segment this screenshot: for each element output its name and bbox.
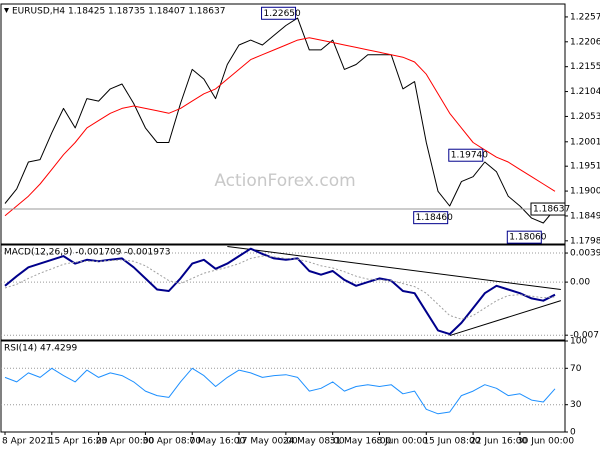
x-tick-label: 15 Jun 08:00 [423,437,480,447]
annotation-box [261,6,297,20]
y-tick-label: 1.20535 [570,112,600,122]
y-tick-label: 0.00 [570,278,590,288]
y-tick-label: 1.22575 [570,12,600,22]
annotation-box [448,148,484,162]
panel-frame [0,3,566,245]
panel-title: MACD(12,26,9) -0.001709 -0.001973 [4,248,170,258]
y-tick-label: 1.21045 [570,87,600,97]
y-tick-label: 1.20015 [570,137,600,147]
y-tick-label: 1.18495 [570,211,600,221]
annotation-box [413,211,449,225]
x-tick-label: 30 Jun 00:00 [517,437,574,447]
series-line [4,367,556,415]
y-tick-label: 1.21555 [570,62,600,72]
series-line [4,255,556,320]
y-tick-label: 100 [570,337,587,347]
x-tick-label: 22 Jun 16:00 [470,437,527,447]
y-tick-label: 1.17985 [570,236,600,246]
annotation-box [506,230,542,244]
title-icon [4,8,9,13]
annotation-label: 1.18460 [416,213,453,223]
panel-title: EURUSD,H4 1.18425 1.18735 1.18407 1.1863… [12,7,225,17]
price-box [530,202,566,216]
annotation-label: 1.19740 [451,151,488,161]
series-line [4,247,556,336]
annotation-label: 1.22650 [264,9,301,19]
panel-frame [0,340,566,433]
series-line [4,17,556,224]
x-tick-label: 7 May 16:00 [189,437,245,447]
y-tick-label: 1.19005 [570,187,600,197]
watermark: ActionForex.com [214,171,355,191]
y-tick-label: -0.007152 [570,331,600,341]
x-tick-label: 30 Apr 08:00 [142,437,201,447]
trendline [449,300,562,337]
x-tick-label: 17 May 00:00 [236,437,298,447]
y-tick-label: 1.19515 [570,162,600,172]
y-tick-label: 1.22065 [570,37,600,47]
x-tick-label: 8 Jun 00:00 [376,437,428,447]
y-tick-label: 0.003917 [570,249,600,259]
y-tick-label: 0 [570,428,576,438]
series-line [4,37,556,217]
price-label: 1.18637 [533,205,570,215]
y-tick-label: 30 [570,400,582,410]
y-tick-label: 70 [570,364,582,374]
x-tick-label: 24 May 08:00 [283,437,345,447]
x-tick-label: 23 Apr 00:00 [96,437,155,447]
panel-frame [0,244,566,341]
trendline [227,245,561,291]
panel-title: RSI(14) 47.4299 [4,344,77,354]
x-tick-label: 15 Apr 16:00 [49,437,108,447]
x-tick-label: 31 May 16:00 [330,437,392,447]
annotation-label: 1.18060 [509,233,546,243]
x-tick-label: 8 Apr 2021 [2,437,52,447]
